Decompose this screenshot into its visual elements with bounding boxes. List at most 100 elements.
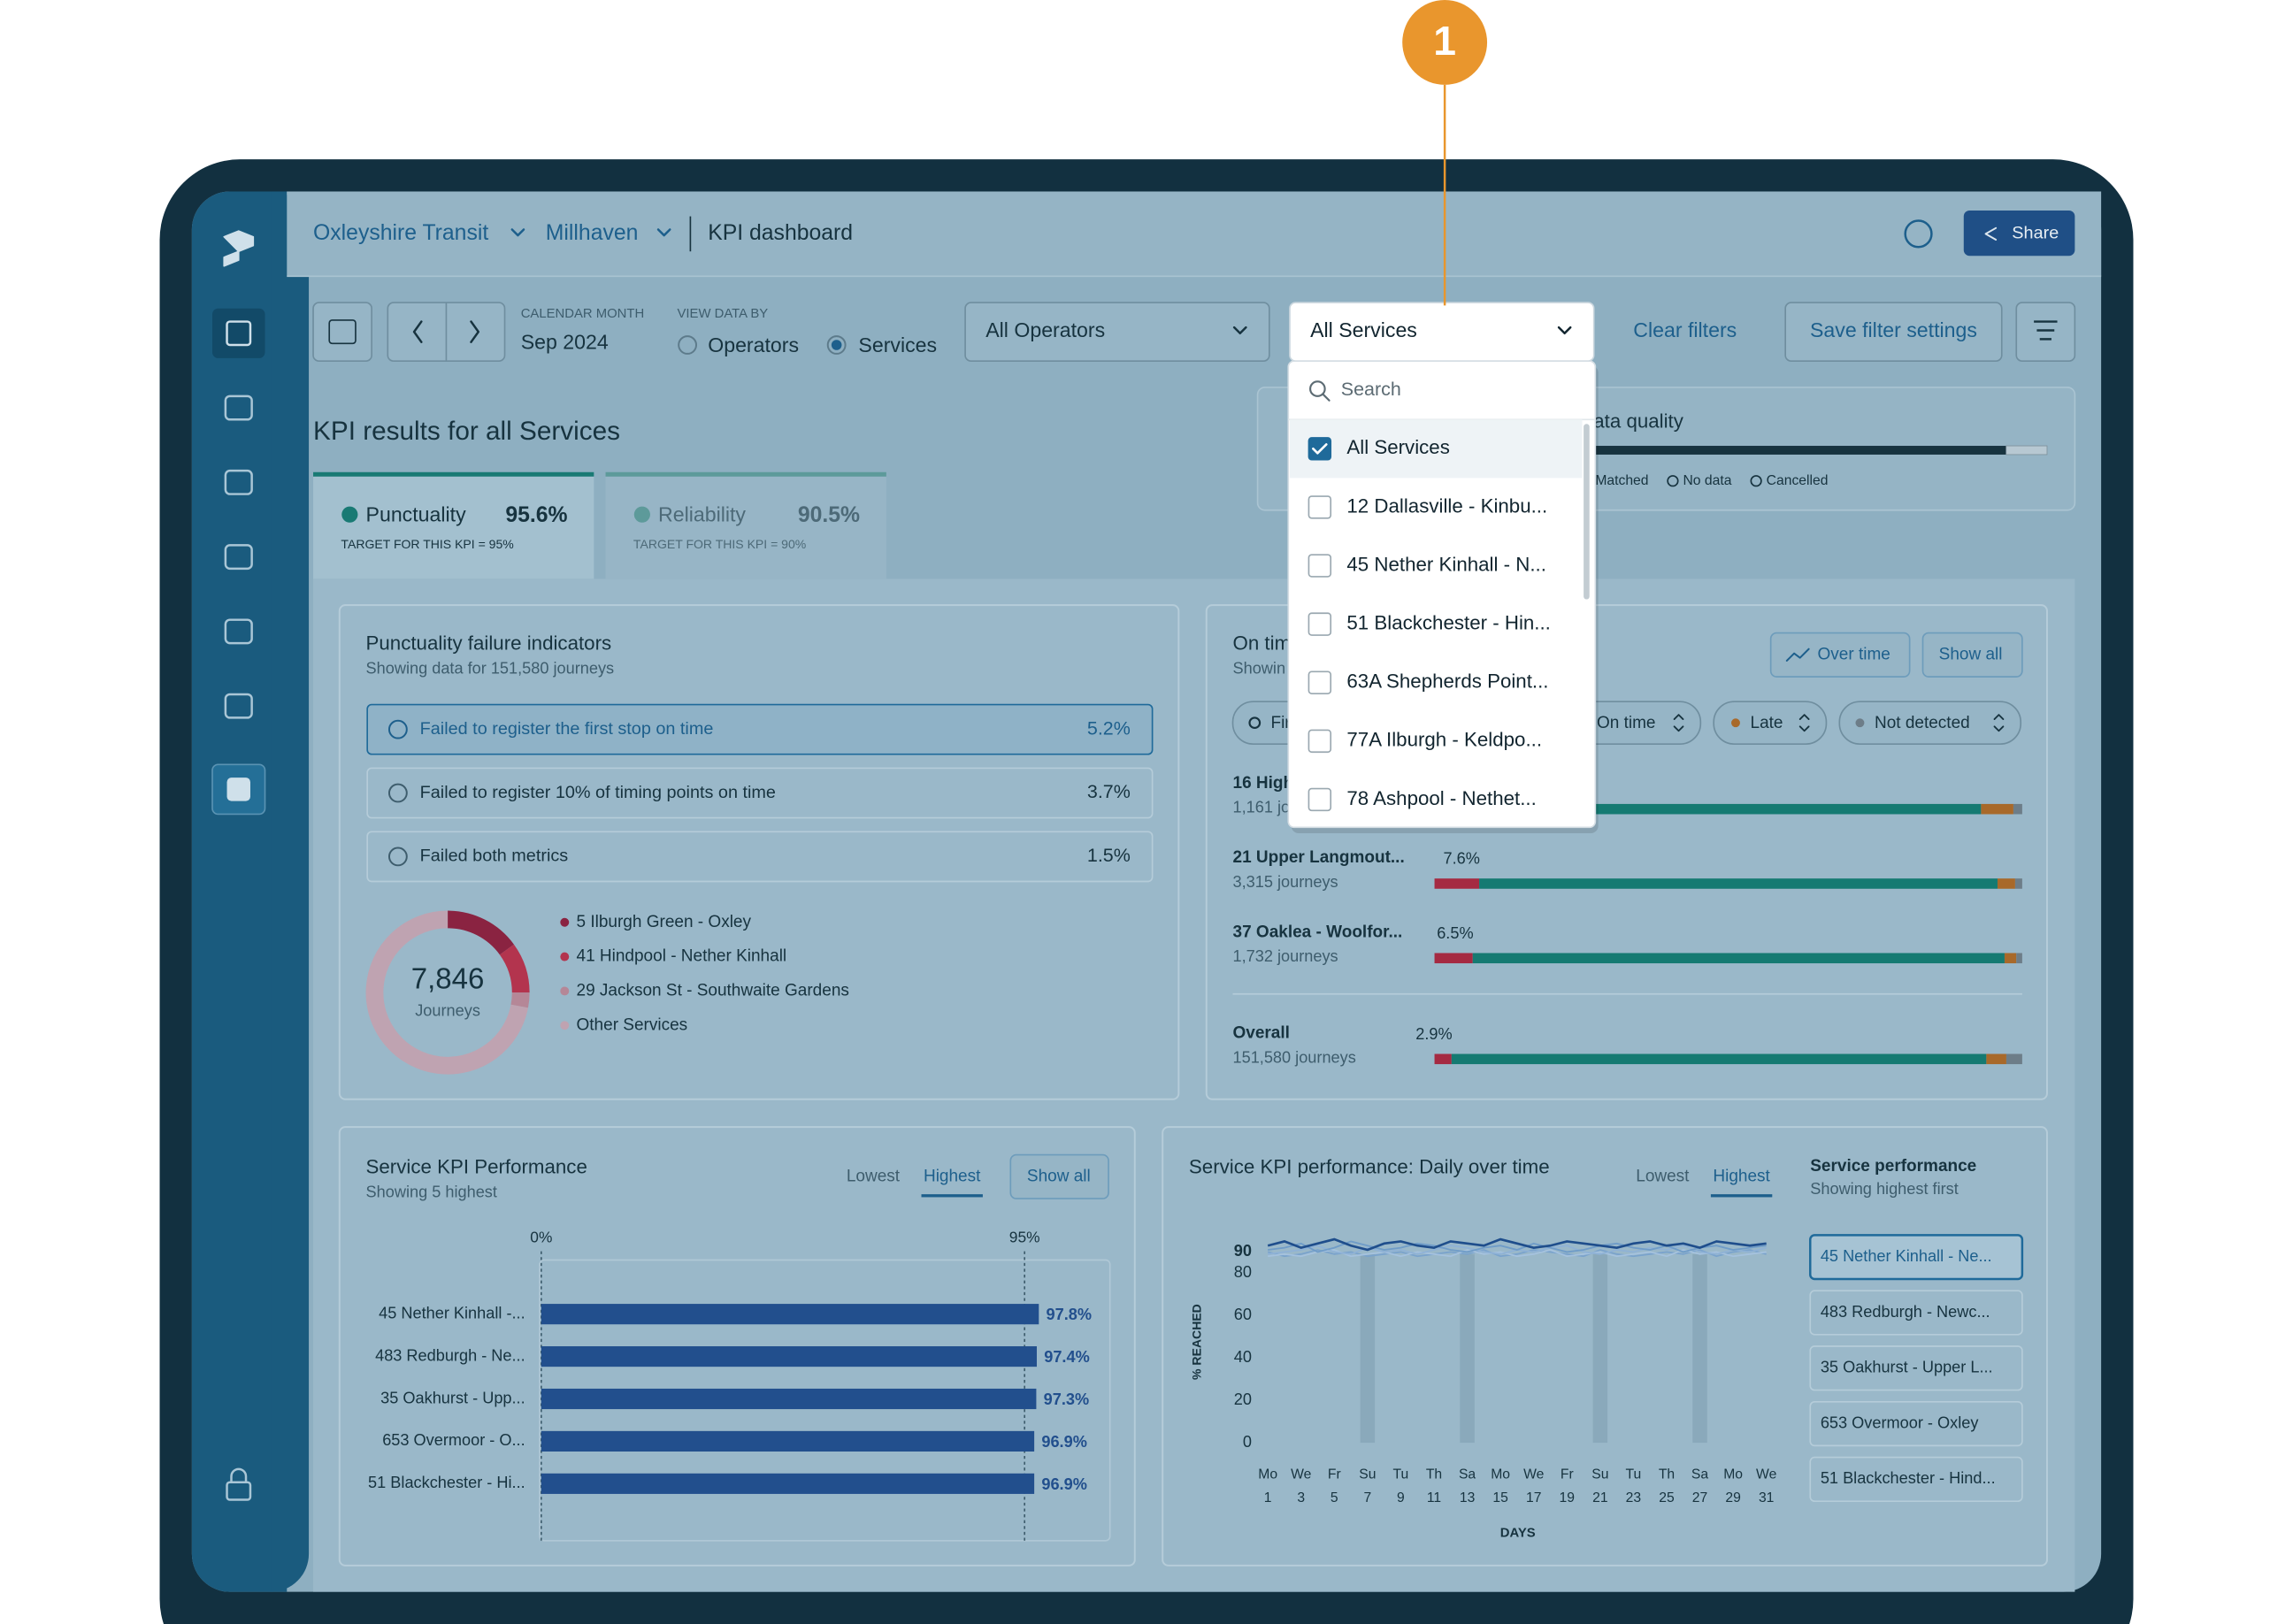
checkbox[interactable] <box>1308 787 1332 812</box>
select-value: All Operators <box>985 318 1105 341</box>
kpi-tab[interactable] <box>313 476 594 579</box>
plot-area <box>539 1259 1111 1542</box>
nav-reports[interactable] <box>212 308 265 358</box>
month-value: Sep 2024 <box>521 330 609 353</box>
service-item[interactable] <box>1809 1234 2024 1281</box>
legend-label: No data <box>1683 473 1731 488</box>
x-tick-label: 3 <box>1297 1490 1305 1505</box>
filter-settings-button[interactable] <box>2015 302 2076 363</box>
dropdown-option[interactable]: 51 Blackchester - Hin... <box>1346 612 1550 634</box>
nav-icon-3[interactable] <box>224 618 253 645</box>
weekend-band <box>1692 1253 1707 1444</box>
x-tick-label: 11 <box>1427 1490 1441 1505</box>
service-item[interactable] <box>1809 1290 2023 1336</box>
checkbox[interactable] <box>1308 612 1332 636</box>
card-button[interactable] <box>1769 632 1911 678</box>
dropdown-option[interactable]: 12 Dallasville - Kinbu... <box>1346 494 1547 517</box>
check-icon <box>341 506 358 523</box>
card-button[interactable] <box>1921 632 2023 678</box>
kpi-name: Punctuality <box>366 502 467 525</box>
service-item-label: 35 Oakhurst - Upper L... <box>1821 1359 1993 1376</box>
series-line <box>1268 1240 1767 1253</box>
card-subtitle: Showing 5 highest <box>366 1183 497 1200</box>
nav-icon-2[interactable] <box>224 544 253 571</box>
status-segment <box>1451 1053 1987 1065</box>
sort-tab[interactable]: Lowest <box>1636 1167 1690 1185</box>
radio-dot <box>831 340 842 350</box>
radio[interactable] <box>826 335 847 355</box>
indicator-label: Failed to register the first stop on tim… <box>420 719 714 739</box>
nav-icon-4[interactable] <box>224 693 253 719</box>
nav-icon-1[interactable] <box>224 469 253 495</box>
calendar-icon <box>328 319 357 345</box>
lock-icon[interactable] <box>226 1481 252 1501</box>
callout-badge <box>1402 0 1488 85</box>
service-item[interactable] <box>1809 1345 2023 1391</box>
sort-tab[interactable]: Lowest <box>847 1167 901 1185</box>
chip-dot <box>1731 718 1740 728</box>
value-label: 6.5% <box>1437 924 1473 942</box>
breadcrumb[interactable]: Millhaven <box>546 221 639 245</box>
search-input[interactable]: Search <box>1341 379 1401 400</box>
check-mark <box>1312 443 1328 455</box>
checkbox[interactable] <box>1308 495 1332 519</box>
chip-dot <box>1855 718 1865 728</box>
search-icon-handle <box>1322 394 1331 402</box>
share-button[interactable] <box>1963 210 2075 257</box>
legend-label: 29 Jackson St - Southwaite Gardens <box>576 981 848 1000</box>
sort-tab[interactable]: Highest <box>1713 1167 1770 1185</box>
x-tick-label: 29 <box>1725 1490 1740 1505</box>
filter-chip[interactable] <box>1713 701 1828 745</box>
weekend-band <box>1592 1253 1608 1444</box>
kpi-target: TARGET FOR THIS KPI = 95% <box>341 537 513 551</box>
indicator-row[interactable] <box>366 831 1154 883</box>
donut-segment <box>499 944 530 993</box>
y-tick-label: 80 <box>1234 1263 1252 1281</box>
breadcrumb[interactable]: Oxleyshire Transit <box>313 221 488 245</box>
x-tick-label: 25 <box>1659 1490 1675 1505</box>
series-line <box>1268 1249 1767 1258</box>
checkbox[interactable] <box>1308 670 1332 694</box>
dropdown-option[interactable]: 77A Ilburgh - Keldpo... <box>1346 729 1542 751</box>
dropdown-option[interactable]: 45 Nether Kinhall - N... <box>1346 553 1546 575</box>
value-label: 97.3% <box>1044 1390 1089 1408</box>
operators-select[interactable] <box>964 302 1270 363</box>
help-icon[interactable] <box>1904 219 1933 249</box>
share-label: Share <box>2012 224 2059 243</box>
service-item-label: 653 Overmoor - Oxley <box>1821 1413 1980 1431</box>
kpi-value: 90.5% <box>798 503 860 527</box>
legend-dot <box>560 952 570 961</box>
x-tick-label: 9 <box>1397 1490 1405 1505</box>
calendar-button[interactable] <box>312 302 372 363</box>
dropdown-option[interactable]: 63A Shepherds Point... <box>1346 670 1548 693</box>
checkbox[interactable] <box>1308 729 1332 754</box>
clear-filters[interactable]: Clear filters <box>1633 318 1737 341</box>
status-segment <box>2016 953 2022 964</box>
show-all-button[interactable] <box>1009 1153 1109 1199</box>
category-label: 45 Nether Kinhall -... <box>379 1304 525 1321</box>
checkbox[interactable] <box>1308 554 1332 578</box>
dropdown-option[interactable]: 78 Ashpool - Nethet... <box>1346 787 1536 809</box>
indicator-row[interactable] <box>366 703 1154 755</box>
filter-chip[interactable] <box>1838 701 2022 745</box>
bar <box>541 1304 1039 1325</box>
service-item[interactable] <box>1809 1456 2023 1503</box>
checkbox[interactable] <box>1308 437 1332 461</box>
nav-icon-0[interactable] <box>224 395 253 421</box>
save-button[interactable] <box>1784 302 2003 363</box>
indicator-value: 5.2% <box>1087 717 1131 739</box>
kpi-tab[interactable] <box>605 476 886 579</box>
card-title: On tim <box>1233 632 1292 655</box>
service-item[interactable] <box>1809 1400 2023 1447</box>
card-button-label: Over time <box>1818 645 1890 663</box>
x-tick-weekday: We <box>1523 1467 1545 1482</box>
indicator-row[interactable] <box>366 767 1154 819</box>
sort-tab[interactable]: Highest <box>924 1167 981 1185</box>
y-tick-label: 20 <box>1234 1390 1252 1408</box>
quality-bar-missing <box>2005 445 2048 456</box>
card-title: Punctuality failure indicators <box>366 632 612 655</box>
sidebar <box>191 191 310 1592</box>
value-label: 2.9% <box>1415 1025 1452 1043</box>
radio[interactable] <box>678 335 698 355</box>
dropdown-option[interactable]: All Services <box>1346 436 1449 458</box>
